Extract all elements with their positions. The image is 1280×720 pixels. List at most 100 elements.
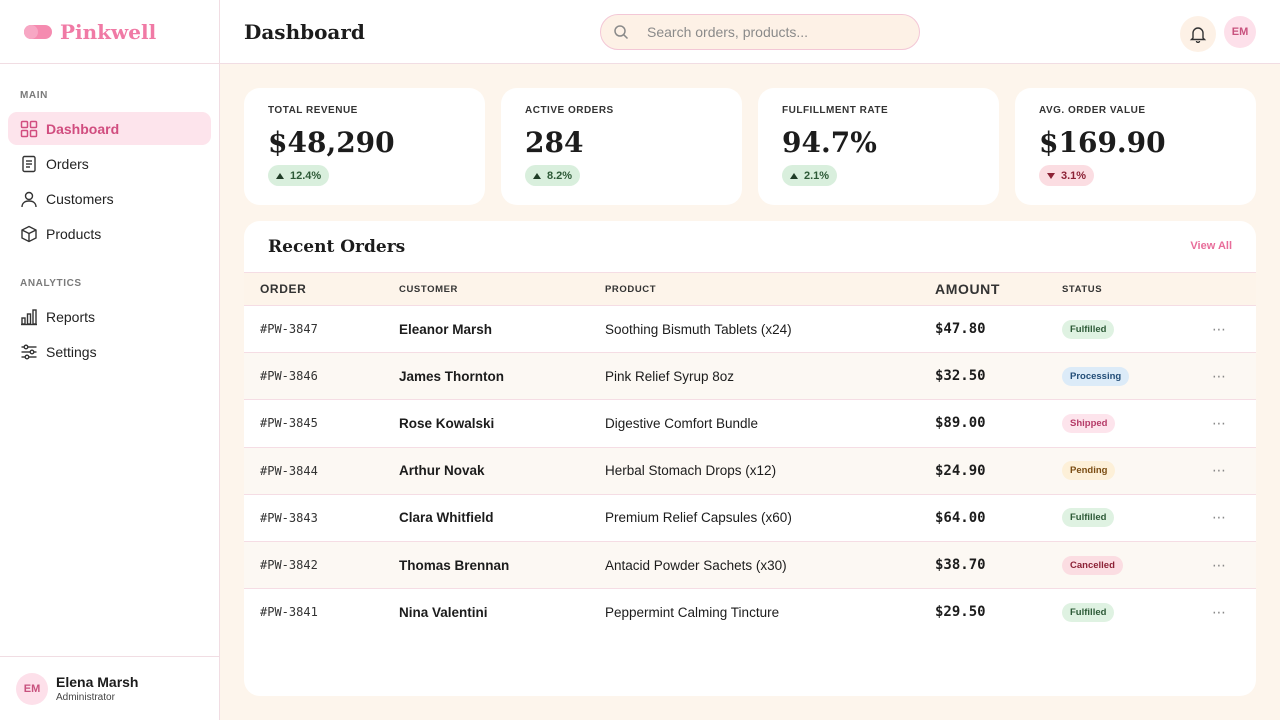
arrow-up-icon bbox=[790, 172, 798, 179]
stat-delta-badge: 2.1% bbox=[782, 165, 838, 186]
stat-delta-badge: 12.4% bbox=[268, 165, 330, 186]
sidebar-item-label: Dashboard bbox=[46, 120, 120, 137]
notifications-button[interactable] bbox=[1180, 16, 1216, 52]
stat-label: FULFILLMENT RATE bbox=[782, 105, 889, 116]
bar-chart-icon bbox=[21, 308, 37, 325]
status-badge: Cancelled bbox=[1062, 555, 1123, 575]
stat-delta-value: 2.1% bbox=[804, 169, 830, 182]
recent-orders-panel: Recent Orders View All ORDER CUSTOMER PR… bbox=[244, 221, 1256, 696]
more-options-icon[interactable]: ⋯ bbox=[1212, 414, 1227, 431]
sidebar-item-orders[interactable]: Orders bbox=[8, 147, 211, 180]
column-header-order[interactable]: ORDER bbox=[260, 282, 307, 296]
sliders-icon bbox=[21, 344, 37, 359]
stat-label: ACTIVE ORDERS bbox=[525, 105, 614, 116]
customer-name: Nina Valentini bbox=[399, 604, 488, 620]
product-name: Premium Relief Capsules (x60) bbox=[605, 510, 792, 526]
status-badge: Pending bbox=[1062, 461, 1116, 481]
stat-card-avg-order-value: AVG. ORDER VALUE $169.90 3.1% bbox=[1015, 88, 1256, 205]
order-id: #PW-3843 bbox=[260, 510, 318, 525]
stat-card-fulfillment-rate: FULFILLMENT RATE 94.7% 2.1% bbox=[758, 88, 999, 205]
order-id: #PW-3844 bbox=[260, 463, 318, 478]
table-row[interactable]: #PW-3841 Nina Valentini Peppermint Calmi… bbox=[244, 589, 1256, 636]
sidebar-item-products[interactable]: Products bbox=[8, 217, 211, 250]
brand-name: Pinkwell bbox=[60, 19, 157, 44]
avatar: EM bbox=[16, 672, 48, 705]
sidebar-item-dashboard[interactable]: Dashboard bbox=[8, 112, 211, 145]
order-id: #PW-3845 bbox=[260, 416, 318, 431]
stat-delta-value: 12.4% bbox=[290, 169, 322, 182]
customer-name: Thomas Brennan bbox=[399, 557, 510, 573]
more-options-icon[interactable]: ⋯ bbox=[1212, 509, 1227, 526]
order-amount: $24.90 bbox=[935, 462, 986, 479]
more-options-icon[interactable]: ⋯ bbox=[1212, 367, 1227, 384]
grid-icon bbox=[20, 120, 38, 137]
nav-section-analytics: ANALYTICS Reports Settings bbox=[0, 277, 219, 368]
sidebar-item-settings[interactable]: Settings bbox=[8, 335, 211, 368]
customer-name: Eleanor Marsh bbox=[399, 321, 493, 337]
search-bar[interactable] bbox=[600, 14, 920, 50]
product-name: Antacid Powder Sachets (x30) bbox=[605, 557, 787, 573]
sidebar-item-label: Orders bbox=[46, 155, 89, 172]
more-options-icon[interactable]: ⋯ bbox=[1212, 556, 1227, 573]
column-header-customer[interactable]: CUSTOMER bbox=[399, 283, 458, 295]
orders-table: ORDER CUSTOMER PRODUCT AMOUNT STATUS #PW… bbox=[244, 272, 1256, 636]
bell-icon bbox=[1189, 27, 1207, 43]
column-header-status[interactable]: STATUS bbox=[1062, 283, 1103, 295]
more-options-icon[interactable]: ⋯ bbox=[1212, 603, 1227, 620]
nav-heading-analytics: ANALYTICS bbox=[20, 278, 82, 289]
stat-delta-badge: 8.2% bbox=[525, 165, 581, 186]
stat-delta-value: 8.2% bbox=[547, 169, 573, 182]
avatar[interactable]: EM bbox=[1224, 16, 1256, 48]
stat-card-total-revenue: TOTAL REVENUE $48,290 12.4% bbox=[244, 88, 485, 205]
order-amount: $29.50 bbox=[935, 604, 986, 621]
column-header-actions bbox=[1212, 273, 1256, 306]
sidebar: Pinkwell MAIN Dashboard Orders Customers bbox=[0, 0, 220, 720]
order-amount: $38.70 bbox=[935, 557, 986, 574]
top-header: Dashboard EM bbox=[220, 0, 1280, 64]
product-name: Herbal Stomach Drops (x12) bbox=[605, 463, 777, 479]
nav-heading-main: MAIN bbox=[20, 90, 48, 101]
page-title: Dashboard bbox=[244, 20, 365, 44]
stat-label: AVG. ORDER VALUE bbox=[1039, 105, 1146, 116]
customer-name: James Thornton bbox=[399, 368, 505, 384]
view-all-link[interactable]: View All bbox=[1190, 240, 1232, 252]
search-input[interactable] bbox=[647, 24, 887, 40]
sidebar-item-reports[interactable]: Reports bbox=[8, 300, 211, 333]
order-id: #PW-3841 bbox=[260, 605, 318, 620]
box-icon bbox=[21, 225, 37, 242]
stat-value: $48,290 bbox=[268, 126, 395, 159]
brand[interactable]: Pinkwell bbox=[0, 0, 219, 64]
column-header-amount[interactable]: AMOUNT bbox=[935, 281, 1001, 297]
stat-value: $169.90 bbox=[1039, 126, 1166, 159]
stat-label: TOTAL REVENUE bbox=[268, 105, 358, 116]
more-options-icon[interactable]: ⋯ bbox=[1212, 462, 1227, 479]
status-badge: Fulfilled bbox=[1062, 602, 1115, 622]
column-header-product[interactable]: PRODUCT bbox=[605, 283, 657, 295]
table-row[interactable]: #PW-3843 Clara Whitfield Premium Relief … bbox=[244, 494, 1256, 542]
table-row[interactable]: #PW-3847 Eleanor Marsh Soothing Bismuth … bbox=[244, 306, 1256, 353]
stat-value: 94.7% bbox=[782, 126, 877, 159]
status-badge: Processing bbox=[1062, 366, 1130, 386]
user-profile[interactable]: EM Elena Marsh Administrator bbox=[0, 656, 219, 720]
search-icon bbox=[614, 25, 629, 40]
sidebar-item-label: Customers bbox=[46, 190, 114, 207]
order-id: #PW-3842 bbox=[260, 558, 318, 573]
arrow-down-icon bbox=[1047, 172, 1055, 179]
order-amount: $64.00 bbox=[935, 509, 986, 526]
section-title: Recent Orders bbox=[268, 237, 406, 257]
status-badge: Fulfilled bbox=[1062, 319, 1115, 339]
table-row[interactable]: #PW-3845 Rose Kowalski Digestive Comfort… bbox=[244, 400, 1256, 448]
more-options-icon[interactable]: ⋯ bbox=[1212, 320, 1227, 337]
stat-card-active-orders: ACTIVE ORDERS 284 8.2% bbox=[501, 88, 742, 205]
sidebar-item-label: Reports bbox=[46, 308, 96, 325]
sidebar-item-customers[interactable]: Customers bbox=[8, 182, 211, 215]
table-row[interactable]: #PW-3846 James Thornton Pink Relief Syru… bbox=[244, 352, 1256, 400]
order-id: #PW-3846 bbox=[260, 369, 318, 384]
status-badge: Shipped bbox=[1062, 413, 1116, 433]
user-icon bbox=[21, 191, 37, 207]
table-row[interactable]: #PW-3842 Thomas Brennan Antacid Powder S… bbox=[244, 541, 1256, 589]
table-row[interactable]: #PW-3844 Arthur Novak Herbal Stomach Dro… bbox=[244, 447, 1256, 495]
customer-name: Arthur Novak bbox=[399, 463, 485, 479]
user-name: Elena Marsh bbox=[56, 674, 139, 690]
sidebar-item-label: Products bbox=[46, 225, 102, 242]
